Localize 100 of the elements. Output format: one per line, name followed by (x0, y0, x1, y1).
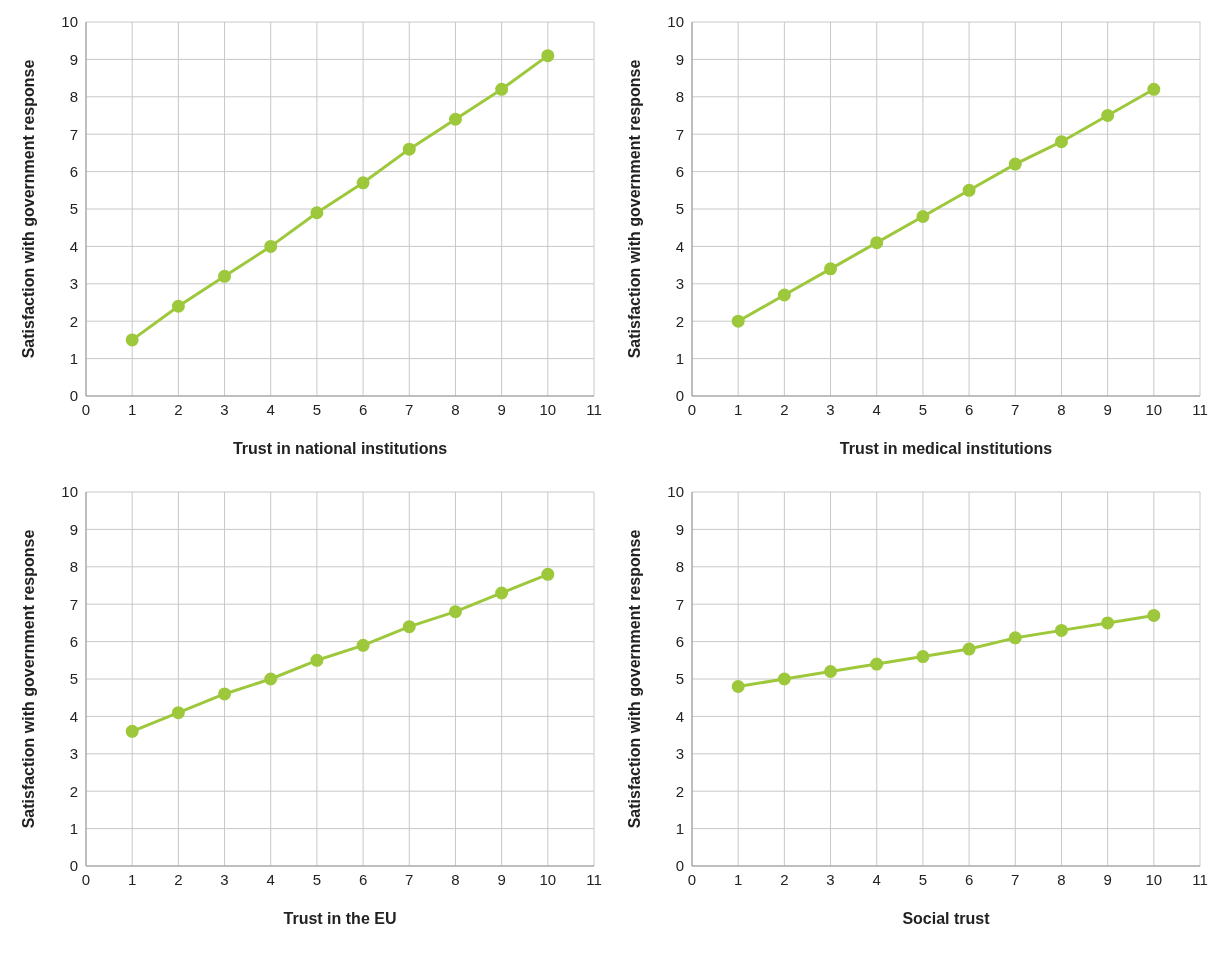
point (824, 665, 838, 679)
x-tick-label: 6 (964, 400, 974, 418)
point (1054, 623, 1068, 637)
point (356, 176, 370, 190)
point (1008, 631, 1022, 645)
point (171, 706, 185, 720)
y-tick-label: 4 (675, 707, 684, 725)
y-tick-label: 8 (675, 88, 684, 106)
y-tick-label: 10 (667, 13, 684, 31)
x-tick-label: 1 (128, 870, 137, 888)
x-tick-label: 5 (312, 870, 322, 888)
point (310, 653, 324, 667)
x-tick-label: 2 (780, 400, 789, 418)
y-tick-label: 5 (675, 670, 684, 688)
x-tick-label: 3 (220, 870, 229, 888)
x-tick-label: 1 (128, 400, 137, 418)
y-tick-label: 0 (675, 387, 684, 405)
y-tick-label: 9 (675, 50, 684, 68)
x-tick-label: 2 (174, 400, 183, 418)
point (1147, 82, 1161, 96)
x-tick-label: 1 (734, 400, 743, 418)
point (541, 49, 555, 63)
y-tick-label: 2 (675, 782, 684, 800)
x-tick-label: 6 (358, 400, 368, 418)
y-tick-label: 0 (69, 387, 78, 405)
x-tick-label: 2 (174, 870, 183, 888)
y-tick-label: 0 (675, 857, 684, 875)
y-tick-label: 7 (675, 125, 684, 143)
x-tick-label: 4 (266, 400, 275, 418)
y-tick-label: 9 (675, 520, 684, 538)
y-tick-label: 5 (675, 200, 684, 218)
x-tick-label: 8 (451, 870, 460, 888)
point (777, 672, 791, 686)
y-tick-label: 6 (69, 632, 78, 650)
x-tick-label: 8 (1057, 870, 1066, 888)
x-tick-label: 0 (687, 400, 697, 418)
x-tick-label: 10 (1145, 400, 1163, 418)
y-tick-label: 7 (69, 125, 78, 143)
x-tick-label: 4 (266, 870, 275, 888)
point (1101, 616, 1115, 630)
y-tick-label: 2 (69, 782, 78, 800)
y-tick-label: 7 (675, 595, 684, 613)
y-tick-label: 9 (69, 520, 78, 538)
x-tick-label: 7 (405, 870, 414, 888)
x-tick-label: 0 (687, 870, 697, 888)
x-tick-label: 8 (1057, 400, 1066, 418)
y-tick-label: 5 (69, 200, 78, 218)
y-tick-label: 1 (675, 819, 684, 837)
point (1101, 109, 1115, 122)
y-tick-label: 1 (69, 349, 78, 367)
x-tick-label: 11 (1192, 870, 1208, 888)
y-tick-label: 3 (69, 745, 78, 763)
x-tick-label: 3 (826, 400, 835, 418)
point (218, 269, 232, 283)
x-tick-label: 9 (1103, 870, 1112, 888)
x-tick-label: 1 (734, 870, 743, 888)
y-tick-label: 3 (675, 745, 684, 763)
y-tick-label: 4 (69, 707, 78, 725)
point (264, 672, 278, 686)
y-tick-label: 7 (69, 595, 78, 613)
x-tick-label: 0 (81, 400, 91, 418)
x-tick-label: 9 (497, 400, 506, 418)
y-tick-label: 6 (675, 162, 684, 180)
y-tick-label: 4 (675, 237, 684, 255)
y-axis-title: Satisfaction with government response (625, 529, 643, 829)
y-tick-label: 10 (61, 483, 78, 501)
x-tick-label: 10 (1145, 870, 1163, 888)
x-tick-label: 3 (220, 400, 229, 418)
x-tick-label: 10 (539, 870, 557, 888)
point (541, 567, 555, 581)
x-tick-label: 7 (1011, 870, 1020, 888)
x-tick-label: 9 (497, 870, 506, 888)
x-tick-label: 11 (586, 870, 602, 888)
x-tick-label: 2 (780, 870, 789, 888)
y-tick-label: 5 (69, 670, 78, 688)
x-tick-label: 5 (918, 400, 928, 418)
point (870, 657, 884, 671)
y-tick-label: 2 (675, 312, 684, 330)
y-tick-label: 8 (69, 558, 78, 576)
x-tick-label: 6 (964, 870, 974, 888)
y-tick-label: 3 (69, 275, 78, 293)
y-tick-label: 6 (69, 162, 78, 180)
y-tick-label: 6 (675, 632, 684, 650)
x-axis-title: Trust in national institutions (232, 440, 448, 457)
point (962, 183, 976, 197)
y-axis-title: Satisfaction with government response (19, 529, 37, 829)
point (402, 142, 416, 156)
y-tick-label: 3 (675, 275, 684, 293)
y-tick-label: 10 (61, 13, 78, 31)
point (962, 642, 976, 656)
y-tick-label: 10 (667, 483, 684, 501)
point (731, 314, 745, 328)
point (448, 605, 462, 619)
point (448, 112, 462, 126)
point (731, 679, 745, 693)
x-tick-label: 7 (405, 400, 414, 418)
x-tick-label: 11 (586, 400, 602, 418)
point (125, 333, 139, 347)
y-axis-title: Satisfaction with government response (625, 59, 643, 359)
x-axis-title: Trust in medical institutions (839, 440, 1053, 457)
